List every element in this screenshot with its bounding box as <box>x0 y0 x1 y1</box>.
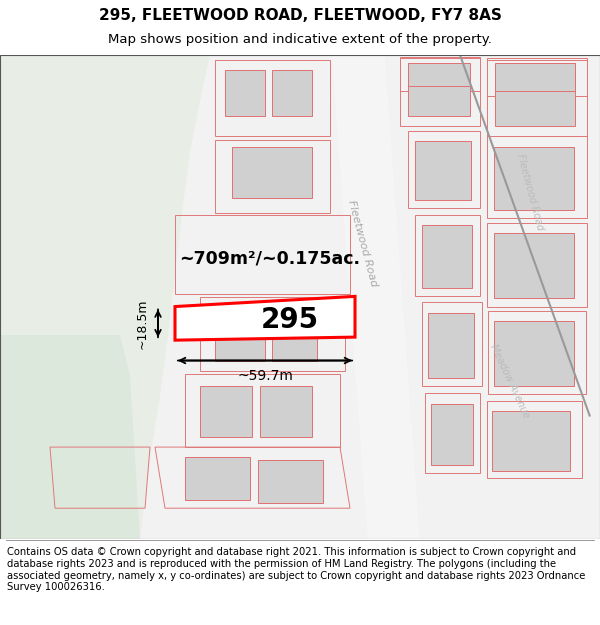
Bar <box>494 321 574 386</box>
Polygon shape <box>332 55 420 539</box>
Bar <box>200 386 252 437</box>
Bar <box>408 131 480 208</box>
Text: Meadow Avenue: Meadow Avenue <box>488 342 532 419</box>
Text: Contains OS data © Crown copyright and database right 2021. This information is : Contains OS data © Crown copyright and d… <box>7 548 586 592</box>
Bar <box>185 374 340 447</box>
Bar <box>215 308 265 361</box>
Bar <box>422 225 472 288</box>
Text: Map shows position and indicative extent of the property.: Map shows position and indicative extent… <box>108 33 492 46</box>
Bar <box>425 393 480 472</box>
Bar <box>232 147 312 198</box>
Bar <box>415 215 480 296</box>
Bar <box>408 63 470 86</box>
Bar <box>258 461 323 503</box>
Text: 295, FLEETWOOD ROAD, FLEETWOOD, FY7 8AS: 295, FLEETWOOD ROAD, FLEETWOOD, FY7 8AS <box>98 8 502 23</box>
Bar <box>260 386 312 437</box>
Bar <box>487 60 587 136</box>
Bar <box>272 70 312 116</box>
Polygon shape <box>332 55 390 539</box>
Bar <box>431 404 473 466</box>
Polygon shape <box>0 55 210 539</box>
Bar <box>494 233 574 298</box>
Bar <box>487 401 582 478</box>
Bar <box>422 302 482 386</box>
Bar <box>185 458 250 500</box>
Text: Fleetwood Road: Fleetwood Road <box>346 199 379 288</box>
Bar <box>225 70 265 116</box>
Polygon shape <box>0 335 140 539</box>
Bar <box>494 147 574 210</box>
Text: ~59.7m: ~59.7m <box>237 369 293 382</box>
Bar <box>487 223 587 306</box>
Text: Fleetwood Road: Fleetwood Road <box>515 153 545 232</box>
Bar <box>495 63 575 91</box>
Text: ~18.5m: ~18.5m <box>136 298 149 349</box>
Bar <box>400 57 480 126</box>
Polygon shape <box>175 296 355 340</box>
Bar <box>492 411 570 471</box>
Polygon shape <box>355 55 420 539</box>
Bar <box>215 139 330 213</box>
Bar <box>215 60 330 136</box>
Bar <box>488 311 586 394</box>
Text: ~709m²/~0.175ac.: ~709m²/~0.175ac. <box>179 249 361 268</box>
Bar <box>495 70 575 126</box>
Bar <box>400 58 480 91</box>
Bar <box>487 136 587 218</box>
Bar <box>428 312 474 378</box>
Bar <box>272 308 317 361</box>
Text: 295: 295 <box>261 306 319 334</box>
Bar <box>200 298 345 371</box>
Bar <box>415 141 471 199</box>
Bar <box>487 58 587 96</box>
Bar <box>408 65 470 116</box>
Bar <box>175 215 350 294</box>
